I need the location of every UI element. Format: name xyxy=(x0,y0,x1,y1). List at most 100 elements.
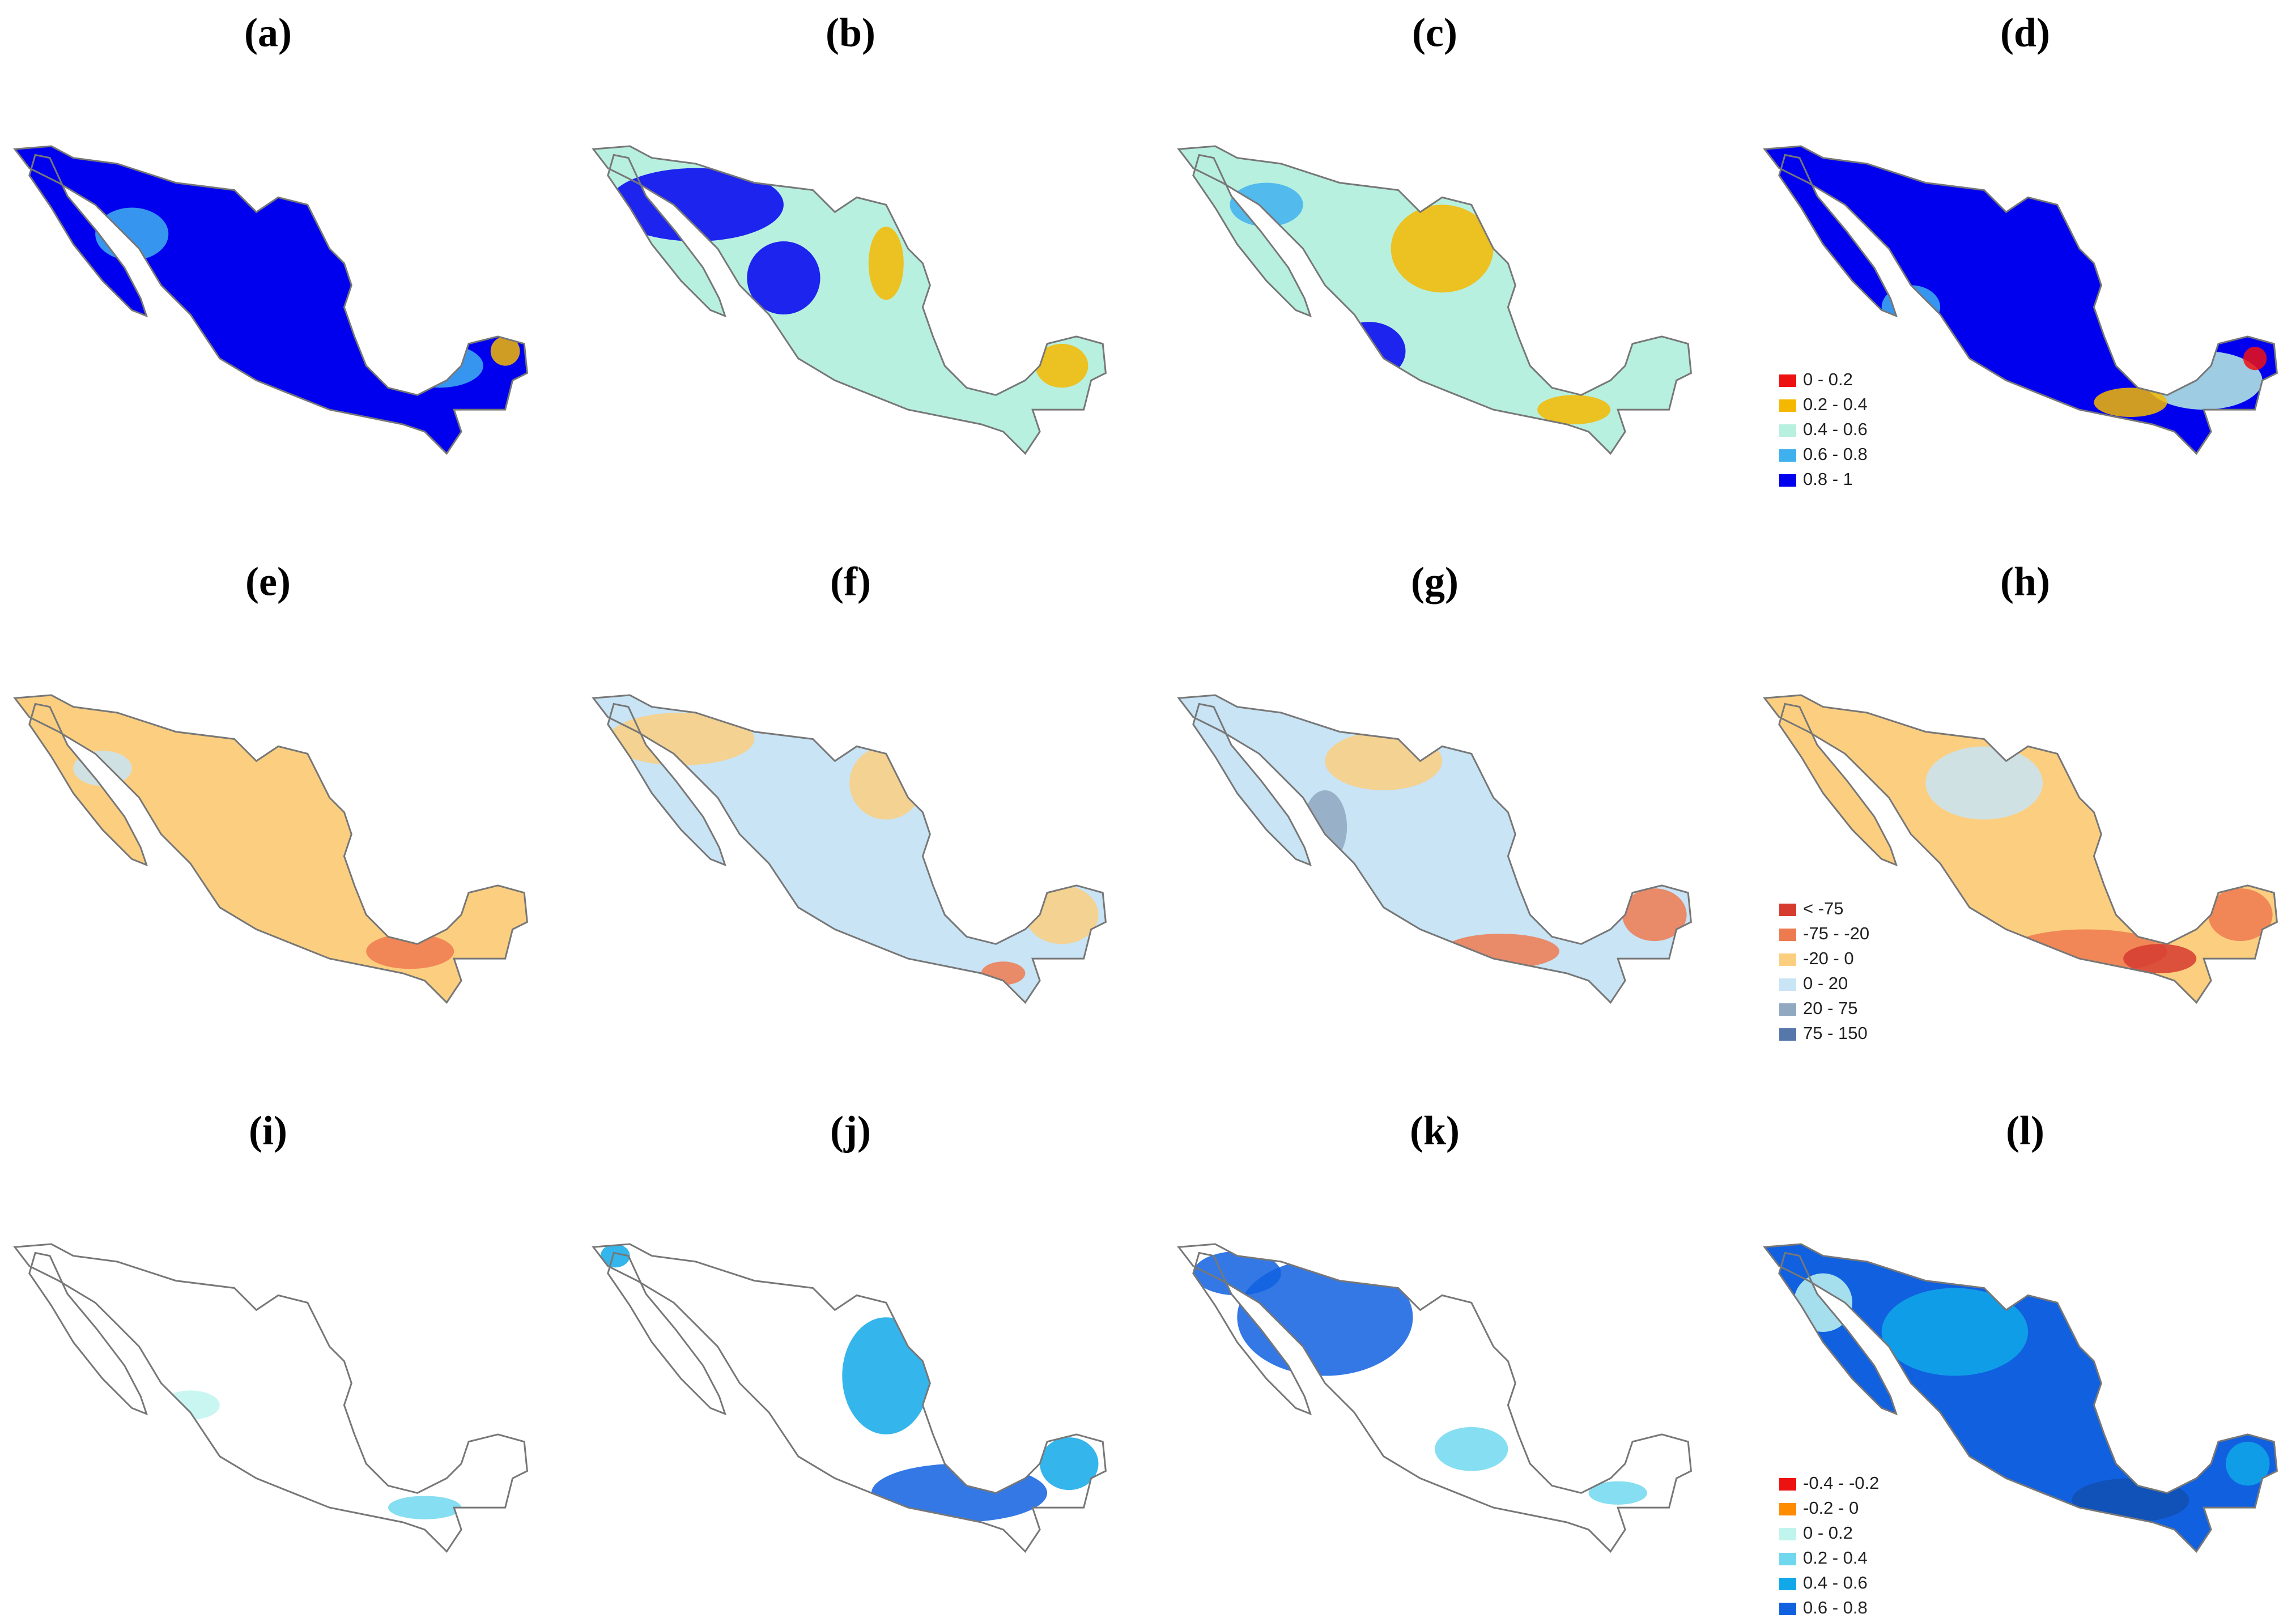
data-patch xyxy=(1040,1437,1099,1491)
data-patch xyxy=(1303,790,1347,864)
legend-swatch xyxy=(1779,1578,1796,1590)
data-patch xyxy=(2208,888,2273,942)
legend-label: 0 - 20 xyxy=(1803,973,1848,993)
map xyxy=(592,1243,1107,1553)
outline xyxy=(1778,702,1898,867)
outline xyxy=(1763,145,2278,455)
map xyxy=(1763,694,2278,1004)
map xyxy=(592,145,1107,455)
legend-label: 75 - 150 xyxy=(1803,1023,1868,1043)
legend-swatch xyxy=(1779,449,1796,462)
panel-label: (d) xyxy=(2000,10,2050,56)
legend-label: 0 - 0.2 xyxy=(1803,1523,1853,1543)
map xyxy=(1763,145,2278,455)
panel-label: (b) xyxy=(826,10,875,56)
region xyxy=(1764,146,2277,454)
legend-label: -0.4 - -0.2 xyxy=(1803,1473,1879,1493)
panel-label: (j) xyxy=(830,1108,871,1153)
data-patch xyxy=(747,241,820,315)
region xyxy=(1179,146,1691,454)
data-patch xyxy=(395,343,483,388)
outline xyxy=(607,702,727,867)
map xyxy=(1177,694,1692,1004)
region xyxy=(1193,155,1311,316)
legend-label: 0.6 - 0.8 xyxy=(1803,1598,1868,1617)
outline xyxy=(1192,702,1312,867)
outline xyxy=(28,154,148,318)
data-patch xyxy=(388,1496,462,1519)
panel-label: (a) xyxy=(244,10,292,56)
region xyxy=(15,146,528,454)
data-patch xyxy=(1622,888,1687,942)
map xyxy=(13,694,528,1004)
panel-label: (k) xyxy=(1410,1108,1460,1153)
legend-swatch xyxy=(1779,1503,1796,1515)
data-patch xyxy=(161,1390,220,1420)
region xyxy=(1779,155,1897,316)
legend-label: -20 - 0 xyxy=(1803,948,1854,968)
outline xyxy=(607,154,727,318)
region xyxy=(15,1244,528,1552)
data-patch xyxy=(2123,944,2197,973)
data-patch xyxy=(1035,343,1089,388)
legend-label: 0 - 0.2 xyxy=(1803,369,1853,389)
region xyxy=(29,1253,147,1414)
outline xyxy=(1778,1251,1898,1416)
data-patch xyxy=(2243,347,2267,371)
region xyxy=(1179,695,1691,1003)
data-patch xyxy=(849,746,923,820)
outline xyxy=(1778,154,1898,318)
legend-swatch xyxy=(1779,953,1796,966)
outline xyxy=(1192,1251,1312,1416)
outline xyxy=(1763,1243,2278,1553)
map xyxy=(592,694,1107,1004)
legend-label: 0.4 - 0.6 xyxy=(1803,419,1868,439)
overlays xyxy=(607,713,1099,985)
legend-swatch xyxy=(1779,1003,1796,1016)
panel-label: (g) xyxy=(1411,559,1459,604)
legend-label: 0.2 - 0.4 xyxy=(1803,394,1868,414)
outline xyxy=(1177,145,1692,455)
outline xyxy=(607,1251,727,1416)
outline xyxy=(592,694,1107,1004)
legend-swatch xyxy=(1779,424,1796,437)
legend-swatch xyxy=(1779,374,1796,387)
region xyxy=(1193,704,1311,865)
legend-swatch xyxy=(1779,1553,1796,1565)
map xyxy=(1177,1243,1692,1553)
data-patch xyxy=(1193,1251,1281,1296)
legend-swatch xyxy=(1779,1478,1796,1491)
data-patch xyxy=(842,1317,930,1434)
data-patch xyxy=(2072,1478,2189,1522)
data-patch xyxy=(1435,1427,1508,1471)
data-patch xyxy=(1332,322,1406,381)
legend-swatch xyxy=(1779,1528,1796,1540)
data-patch xyxy=(600,1244,630,1268)
overlays xyxy=(607,168,1089,388)
outline xyxy=(1763,694,2278,1004)
data-patch xyxy=(1325,731,1443,790)
data-patch xyxy=(490,336,520,366)
legend-swatch xyxy=(1779,474,1796,487)
outline xyxy=(592,145,1107,455)
data-patch xyxy=(1391,205,1494,293)
panel-label: (h) xyxy=(2000,559,2050,604)
legend-label: < -75 xyxy=(1803,899,1844,918)
panel-label: (f) xyxy=(830,559,871,604)
outline xyxy=(28,702,148,867)
legend-swatch xyxy=(1779,399,1796,412)
data-patch xyxy=(1881,285,1941,329)
region xyxy=(593,695,1106,1003)
data-patch xyxy=(2225,1441,2270,1486)
outline xyxy=(13,694,528,1004)
region xyxy=(29,704,147,865)
map xyxy=(13,1243,528,1553)
data-patch xyxy=(1230,182,1303,227)
legend-label: 0.8 - 1 xyxy=(1803,469,1853,489)
outline xyxy=(1177,694,1692,1004)
outline xyxy=(592,1243,1107,1553)
legend-label: 0.6 - 0.8 xyxy=(1803,444,1868,464)
region xyxy=(1779,704,1897,865)
legend-label: -0.2 - 0 xyxy=(1803,1498,1859,1518)
